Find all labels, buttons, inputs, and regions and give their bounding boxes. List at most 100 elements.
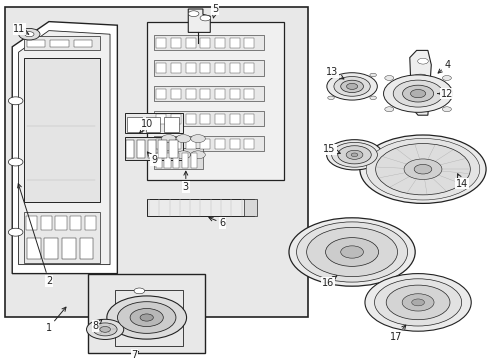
Bar bbox=[74, 40, 92, 47]
Ellipse shape bbox=[117, 302, 176, 333]
Ellipse shape bbox=[392, 80, 442, 107]
Bar bbox=[171, 89, 181, 99]
Ellipse shape bbox=[93, 323, 117, 336]
Ellipse shape bbox=[19, 28, 40, 40]
Bar bbox=[70, 216, 81, 230]
Ellipse shape bbox=[326, 140, 382, 170]
Ellipse shape bbox=[200, 15, 210, 21]
Text: 4: 4 bbox=[437, 60, 449, 73]
Ellipse shape bbox=[402, 85, 433, 102]
Ellipse shape bbox=[24, 32, 34, 37]
Bar bbox=[156, 114, 166, 124]
Ellipse shape bbox=[374, 279, 461, 326]
Bar bbox=[24, 212, 100, 263]
Bar bbox=[200, 63, 210, 73]
Ellipse shape bbox=[176, 135, 190, 143]
Bar bbox=[158, 140, 166, 158]
Ellipse shape bbox=[384, 107, 393, 112]
Bar bbox=[146, 199, 254, 216]
Ellipse shape bbox=[161, 151, 176, 159]
Bar bbox=[156, 63, 166, 73]
Bar bbox=[145, 117, 160, 132]
Text: 10: 10 bbox=[140, 119, 153, 132]
Ellipse shape bbox=[86, 319, 123, 339]
Bar bbox=[171, 63, 181, 73]
Ellipse shape bbox=[411, 299, 424, 306]
Text: 11: 11 bbox=[13, 24, 29, 34]
Bar bbox=[190, 153, 197, 168]
Ellipse shape bbox=[134, 288, 144, 294]
Bar bbox=[88, 274, 205, 353]
Ellipse shape bbox=[190, 135, 205, 143]
Bar bbox=[244, 114, 254, 124]
Ellipse shape bbox=[161, 135, 176, 143]
Ellipse shape bbox=[188, 11, 199, 17]
Bar bbox=[200, 38, 210, 48]
Ellipse shape bbox=[100, 327, 110, 332]
Bar bbox=[154, 148, 203, 169]
Bar bbox=[84, 216, 96, 230]
Text: 5: 5 bbox=[212, 4, 218, 18]
Text: 15: 15 bbox=[323, 144, 340, 154]
Ellipse shape bbox=[409, 90, 425, 98]
Bar bbox=[156, 89, 166, 99]
Ellipse shape bbox=[412, 94, 423, 100]
Text: 6: 6 bbox=[208, 217, 225, 228]
Polygon shape bbox=[19, 31, 110, 265]
Bar bbox=[127, 117, 142, 132]
Ellipse shape bbox=[384, 76, 393, 80]
Ellipse shape bbox=[130, 309, 163, 327]
Bar bbox=[182, 153, 188, 168]
Bar bbox=[41, 216, 52, 230]
Bar bbox=[171, 139, 181, 149]
Ellipse shape bbox=[296, 222, 407, 282]
Ellipse shape bbox=[326, 73, 377, 100]
Ellipse shape bbox=[346, 150, 362, 159]
Ellipse shape bbox=[383, 75, 452, 112]
Bar bbox=[244, 199, 256, 216]
Bar bbox=[200, 89, 210, 99]
Bar bbox=[244, 89, 254, 99]
Bar bbox=[173, 153, 179, 168]
Text: 8: 8 bbox=[92, 319, 102, 331]
Bar bbox=[154, 60, 264, 76]
Bar bbox=[146, 22, 283, 180]
Ellipse shape bbox=[8, 228, 23, 236]
Bar bbox=[185, 38, 195, 48]
Bar bbox=[44, 238, 58, 259]
Bar bbox=[137, 140, 145, 158]
Bar bbox=[115, 290, 183, 346]
Ellipse shape bbox=[327, 73, 334, 77]
Ellipse shape bbox=[333, 77, 369, 96]
Ellipse shape bbox=[364, 274, 470, 331]
Bar bbox=[244, 63, 254, 73]
Bar bbox=[80, 238, 93, 259]
Bar bbox=[62, 238, 76, 259]
Bar bbox=[164, 153, 170, 168]
Bar bbox=[50, 40, 69, 47]
Ellipse shape bbox=[8, 158, 23, 166]
Ellipse shape bbox=[369, 73, 376, 77]
Bar bbox=[229, 38, 239, 48]
Ellipse shape bbox=[327, 96, 334, 100]
Bar bbox=[244, 38, 254, 48]
Bar bbox=[5, 7, 307, 317]
Ellipse shape bbox=[442, 107, 450, 112]
Ellipse shape bbox=[331, 143, 377, 167]
Bar bbox=[200, 114, 210, 124]
Bar bbox=[24, 58, 100, 202]
Ellipse shape bbox=[346, 84, 357, 89]
Bar bbox=[55, 216, 66, 230]
Ellipse shape bbox=[337, 146, 370, 164]
Text: 3: 3 bbox=[183, 171, 188, 192]
Text: 1: 1 bbox=[46, 307, 66, 333]
Ellipse shape bbox=[106, 296, 186, 339]
Ellipse shape bbox=[386, 285, 449, 320]
Text: 13: 13 bbox=[325, 67, 343, 79]
Bar bbox=[185, 114, 195, 124]
Bar bbox=[124, 137, 183, 160]
Ellipse shape bbox=[375, 144, 469, 195]
Bar bbox=[164, 117, 179, 132]
Bar bbox=[169, 140, 177, 158]
Bar bbox=[154, 111, 264, 126]
